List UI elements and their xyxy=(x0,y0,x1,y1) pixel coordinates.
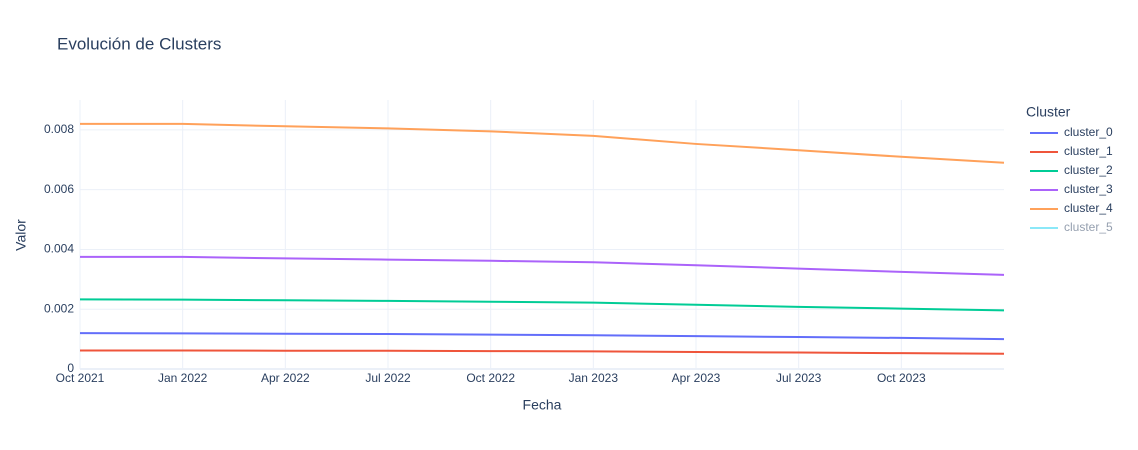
x-tick-label: Jan 2022 xyxy=(158,371,208,385)
legend-item[interactable]: cluster_3 xyxy=(1030,182,1113,196)
legend-label: cluster_0 xyxy=(1064,125,1113,139)
x-tick-label: Jan 2023 xyxy=(569,371,619,385)
x-axis-title: Fecha xyxy=(523,397,562,413)
y-tick-label: 0.002 xyxy=(44,301,74,315)
line xyxy=(79,298,1005,312)
y-axis-title: Valor xyxy=(13,219,29,251)
x-tick-label: Apr 2022 xyxy=(261,371,310,385)
legend-label: cluster_5 xyxy=(1064,220,1113,234)
legend-label: cluster_2 xyxy=(1064,163,1113,177)
x-tick-label: Apr 2023 xyxy=(672,371,721,385)
legend-item[interactable]: cluster_0 xyxy=(1030,125,1113,139)
y-tick-label: 0.004 xyxy=(44,242,74,256)
chart-title: Evolución de Clusters xyxy=(57,34,221,53)
line xyxy=(80,349,1005,355)
legend-item[interactable]: cluster_4 xyxy=(1030,201,1113,215)
line xyxy=(79,332,1005,341)
y-tick-label: 0.006 xyxy=(44,182,74,196)
y-tick-label: 0 xyxy=(67,361,74,375)
x-tick-label: Jul 2023 xyxy=(776,371,822,385)
x-tick-label: Oct 2022 xyxy=(466,371,515,385)
legend-item[interactable]: cluster_1 xyxy=(1030,144,1113,158)
legend-title: Cluster xyxy=(1026,104,1071,120)
x-tick-label: Oct 2023 xyxy=(877,371,926,385)
line xyxy=(80,255,1005,276)
legend-label: cluster_3 xyxy=(1064,182,1113,196)
legend-label: cluster_1 xyxy=(1064,144,1113,158)
x-tick-label: Oct 2021 xyxy=(56,371,105,385)
grid xyxy=(79,100,1004,370)
x-tick-label: Jul 2022 xyxy=(365,371,411,385)
legend-label: cluster_4 xyxy=(1064,201,1113,215)
legend-item[interactable]: cluster_5 xyxy=(1030,220,1113,234)
legend-item[interactable]: cluster_2 xyxy=(1030,163,1113,177)
line xyxy=(80,122,1005,164)
y-tick-label: 0.008 xyxy=(44,122,74,136)
